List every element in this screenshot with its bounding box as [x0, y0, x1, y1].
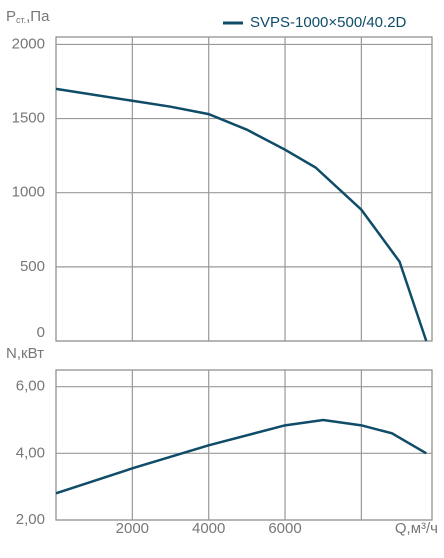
y-tick-label: 2,00 [16, 511, 45, 528]
y-tick-label: 500 [20, 258, 45, 275]
line-series [55, 87, 428, 342]
x-axis-label: Q,м³/ч [395, 520, 438, 537]
y-tick-label: 6,00 [16, 378, 45, 395]
line-series [55, 418, 427, 495]
legend-label: SVPS-1000×500/40.2D [250, 14, 407, 31]
y-axis-label: N,кВт [6, 345, 44, 362]
y-tick-label: 1500 [12, 110, 45, 127]
y-tick-label: 4,00 [16, 444, 45, 461]
x-tick-label: 2000 [116, 520, 149, 537]
plot-frame [55, 369, 433, 521]
x-tick-label: 6000 [268, 520, 301, 537]
y-tick-label: 2000 [12, 35, 45, 52]
y-axis-label-part: ,Па [26, 8, 50, 25]
x-tick-label: 4000 [192, 520, 225, 537]
y-axis-label: Pст.,Па [6, 8, 50, 25]
y-axis-label-part: P [6, 8, 16, 25]
y-axis-label-part: ст. [16, 15, 26, 25]
plot-frame [55, 36, 433, 342]
y-tick-label: 1000 [12, 184, 45, 201]
y-tick-label: 0 [37, 324, 45, 341]
